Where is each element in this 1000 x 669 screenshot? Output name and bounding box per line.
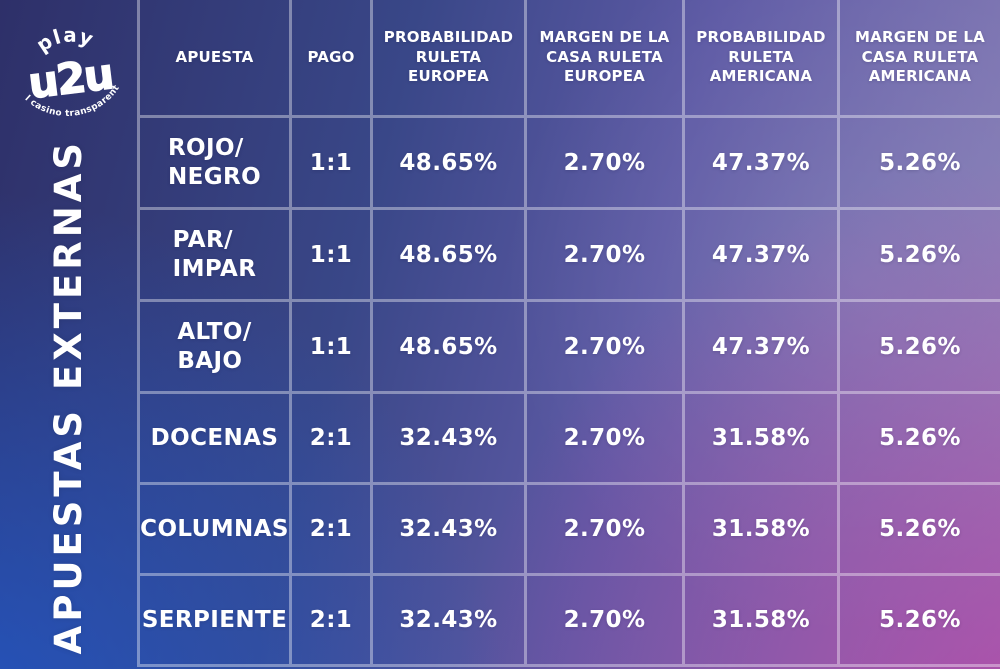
cell-prob-europea: 32.43% [373, 394, 527, 485]
vertical-label-wrap: APUESTAS EXTERNAS [0, 126, 137, 667]
header-label: PAGO [307, 47, 355, 66]
bet-name-line: PAR/ [172, 226, 233, 253]
header-label: MARGEN DE LA CASA RULETA AMERICANA [855, 28, 985, 86]
bet-name-line: COLUMNAS [140, 515, 289, 542]
cell-margen-americana: 5.26% [840, 394, 1000, 485]
bet-name-line: BAJO [177, 347, 243, 374]
cell-pago: 1:1 [292, 302, 373, 394]
cell-margen-europea: 2.70% [527, 394, 685, 485]
cell-bet-name: SERPIENTE [140, 576, 292, 667]
cell-pago: 2:1 [292, 576, 373, 667]
cell-pago: 1:1 [292, 210, 373, 302]
cell-prob-europea: 48.65% [373, 302, 527, 394]
bet-name-line: DOCENAS [150, 424, 279, 451]
cell-margen-americana: 5.26% [840, 210, 1000, 302]
header-label: PROBABILIDAD RULETA EUROPEA [383, 28, 514, 86]
header-label: PROBABILIDAD RULETA AMERICANA [696, 28, 826, 86]
cell-margen-americana: 5.26% [840, 576, 1000, 667]
bet-name-line: NEGRO [167, 163, 262, 190]
cell-bet-name: DOCENAS [140, 394, 292, 485]
cell-prob-americana: 47.37% [685, 210, 840, 302]
bet-name-line: IMPAR [172, 255, 257, 282]
cell-prob-americana: 47.37% [685, 302, 840, 394]
cell-margen-europea: 2.70% [527, 302, 685, 394]
cell-bet-name: ALTO/ BAJO [140, 302, 292, 394]
playuzu-logo: play u2u el casino transparente [8, 0, 130, 126]
cell-margen-europea: 2.70% [527, 576, 685, 667]
header-cell-margen-europea: MARGEN DE LA CASA RULETA EUROPEA [527, 0, 685, 118]
cell-margen-europea: 2.70% [527, 210, 685, 302]
header-cell-pago: PAGO [292, 0, 373, 118]
bet-name-line: ROJO/ [167, 134, 244, 161]
header-cell-apuesta: APUESTA [140, 0, 292, 118]
bet-name-line: SERPIENTE [141, 606, 288, 633]
logo-wordmark: u2u [25, 49, 114, 108]
cell-bet-name: COLUMNAS [140, 485, 292, 576]
cell-pago: 2:1 [292, 485, 373, 576]
cell-prob-americana: 31.58% [685, 485, 840, 576]
cell-prob-europea: 32.43% [373, 485, 527, 576]
cell-prob-europea: 48.65% [373, 210, 527, 302]
cell-margen-europea: 2.70% [527, 118, 685, 210]
sidebar-group-column: play u2u el casino transparente APUESTAS… [0, 0, 140, 667]
bet-name-line: ALTO/ [177, 318, 252, 345]
cell-prob-americana: 31.58% [685, 394, 840, 485]
cell-bet-name: ROJO/ NEGRO [140, 118, 292, 210]
header-label: APUESTA [175, 47, 254, 66]
header-label: MARGEN DE LA CASA RULETA EUROPEA [539, 28, 670, 86]
header-cell-margen-americana: MARGEN DE LA CASA RULETA AMERICANA [840, 0, 1000, 118]
header-cell-prob-americana: PROBABILIDAD RULETA AMERICANA [685, 0, 840, 118]
cell-prob-europea: 48.65% [373, 118, 527, 210]
sidebar-group-label: APUESTAS EXTERNAS [47, 138, 90, 655]
cell-margen-americana: 5.26% [840, 302, 1000, 394]
cell-margen-americana: 5.26% [840, 485, 1000, 576]
cell-margen-americana: 5.26% [840, 118, 1000, 210]
cell-prob-europea: 32.43% [373, 576, 527, 667]
playuzu-logo-svg: play u2u el casino transparente [8, 7, 125, 125]
cell-pago: 2:1 [292, 394, 373, 485]
cell-margen-europea: 2.70% [527, 485, 685, 576]
header-cell-prob-europea: PROBABILIDAD RULETA EUROPEA [373, 0, 527, 118]
cell-bet-name: PAR/ IMPAR [140, 210, 292, 302]
cell-pago: 1:1 [292, 118, 373, 210]
cell-prob-americana: 47.37% [685, 118, 840, 210]
cell-prob-americana: 31.58% [685, 576, 840, 667]
